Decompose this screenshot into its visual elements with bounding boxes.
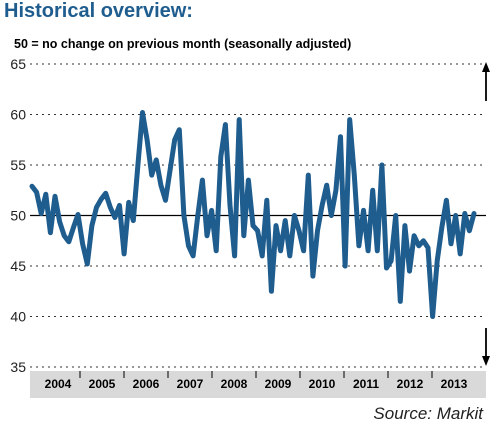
y-tick-label: 60 [10, 107, 26, 123]
x-tick-label: 2005 [89, 377, 116, 391]
y-tick-label: 50 [10, 208, 26, 224]
source-note: Source: Markit [373, 404, 483, 423]
arrow-up-icon [482, 62, 490, 101]
x-tick-label: 2007 [177, 377, 204, 391]
x-tick-label: 2004 [45, 377, 72, 391]
x-tick-label: 2011 [353, 377, 379, 391]
series-layer [29, 110, 477, 319]
chart-title: Historical overview: [4, 0, 193, 22]
y-tick-label: 35 [10, 359, 26, 375]
chart-subtitle: 50 = no change on previous month (season… [14, 37, 352, 51]
series-line [29, 110, 477, 319]
x-tick-label: 2013 [441, 377, 468, 391]
x-tick-label: 2012 [397, 377, 424, 391]
y-tick-label: 65 [10, 56, 26, 72]
x-axis-ticks: 2004 2005 2006 2007 2008 2009 2010 2011 2012 2013 [45, 371, 468, 391]
x-axis-band [30, 371, 486, 398]
y-tick-label: 55 [10, 157, 26, 173]
y-tick-label: 45 [10, 258, 26, 274]
y-tick-label: 40 [10, 309, 26, 325]
x-tick-label: 2008 [221, 377, 248, 391]
x-tick-label: 2009 [265, 377, 292, 391]
y-axis-ticks: 35 40 45 50 55 60 65 [10, 56, 26, 375]
x-tick-label: 2006 [133, 377, 160, 391]
x-tick-label: 2010 [309, 377, 336, 391]
arrow-down-icon [482, 328, 490, 366]
